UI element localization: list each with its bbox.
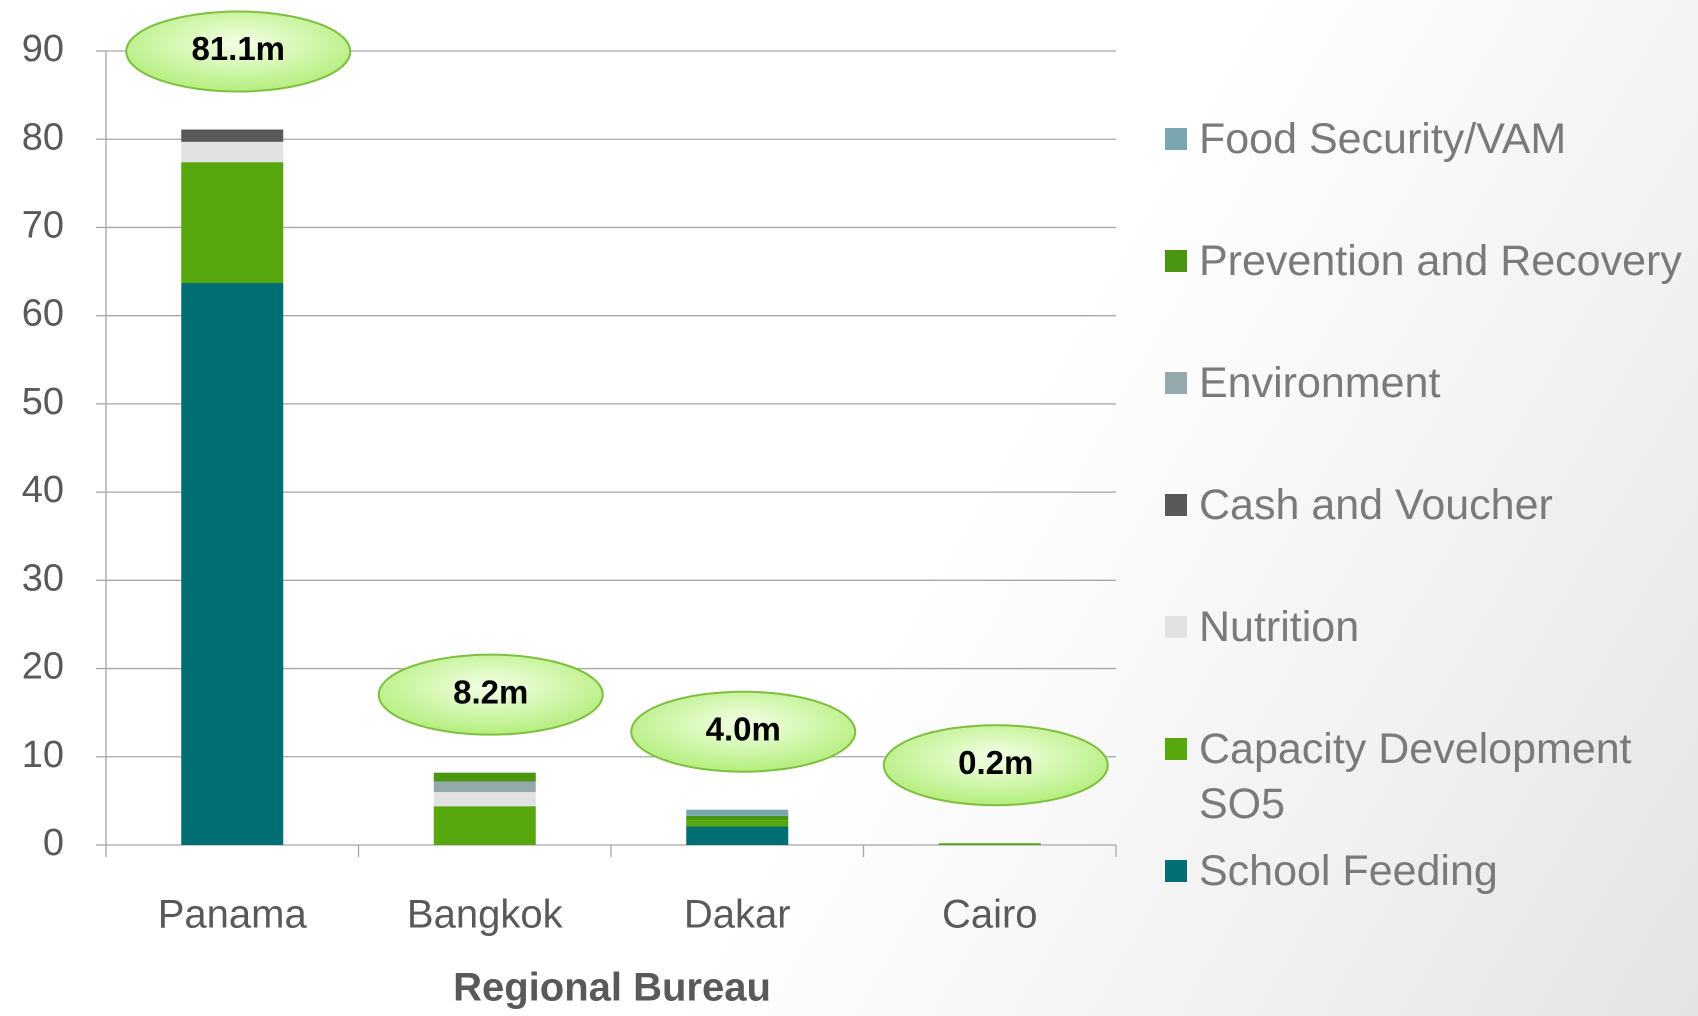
legend-swatch <box>1165 860 1187 882</box>
legend-swatch <box>1165 372 1187 394</box>
y-tick-label: 90 <box>22 28 64 70</box>
bar-segment <box>433 772 536 782</box>
y-tick-label: 50 <box>22 381 64 423</box>
total-label: 0.2m <box>958 744 1033 781</box>
x-axis-title: Regional Bureau <box>453 966 771 1010</box>
bar-segment <box>181 129 284 142</box>
legend-swatch <box>1165 250 1187 272</box>
bar-segment <box>686 826 789 845</box>
total-label: 8.2m <box>453 673 528 710</box>
bar-segment <box>433 781 536 793</box>
legend-item: School Feeding <box>1165 844 1685 899</box>
x-tick-label: Dakar <box>684 893 791 937</box>
bar-segment <box>433 806 536 845</box>
legend-item: Food Security/VAM <box>1165 112 1685 167</box>
legend-label: School Feeding <box>1199 847 1498 895</box>
y-tick-label: 30 <box>22 557 64 599</box>
total-bubble <box>882 724 1109 807</box>
legend-item: Prevention and Recovery <box>1165 234 1685 289</box>
legend-label: Capacity Development SO5 <box>1199 725 1632 828</box>
bar-segment <box>938 843 1041 845</box>
x-tick-label: Bangkok <box>407 893 564 937</box>
total-label: 81.1m <box>191 30 285 67</box>
legend-label: Prevention and Recovery <box>1199 237 1682 285</box>
x-tick-label: Cairo <box>942 893 1038 937</box>
total-bubble <box>125 10 352 93</box>
legend-item: Capacity Development SO5 <box>1165 722 1685 832</box>
bar-segment <box>181 162 284 284</box>
legend-label: Cash and Voucher <box>1199 481 1553 529</box>
bar-segment <box>686 809 789 816</box>
y-tick-label: 70 <box>22 204 64 246</box>
y-tick-label: 20 <box>22 646 64 688</box>
total-label: 4.0m <box>706 710 781 747</box>
bar-segment <box>181 283 284 846</box>
legend-swatch <box>1165 494 1187 516</box>
legend-label: Environment <box>1199 359 1441 407</box>
legend-swatch <box>1165 128 1187 150</box>
bar-segment <box>686 820 789 827</box>
y-tick-label: 80 <box>22 116 64 158</box>
legend-item: Environment <box>1165 356 1685 411</box>
y-tick-label: 40 <box>22 469 64 511</box>
legend-item: Cash and Voucher <box>1165 478 1685 533</box>
legend-swatch <box>1165 616 1187 638</box>
y-tick-label: 10 <box>22 734 64 776</box>
total-bubble <box>377 653 604 736</box>
legend-label: Nutrition <box>1199 603 1360 651</box>
y-tick-label: 0 <box>43 822 64 864</box>
bar-segment <box>686 815 789 821</box>
x-tick-label: Panama <box>158 893 308 937</box>
legend-label: Food Security/VAM <box>1199 115 1567 163</box>
bar-segment <box>433 792 536 807</box>
legend-item: Nutrition <box>1165 600 1685 655</box>
y-tick-label: 60 <box>22 293 64 335</box>
total-bubble <box>630 690 857 773</box>
bar-segment <box>181 141 284 163</box>
legend-swatch <box>1165 738 1187 760</box>
